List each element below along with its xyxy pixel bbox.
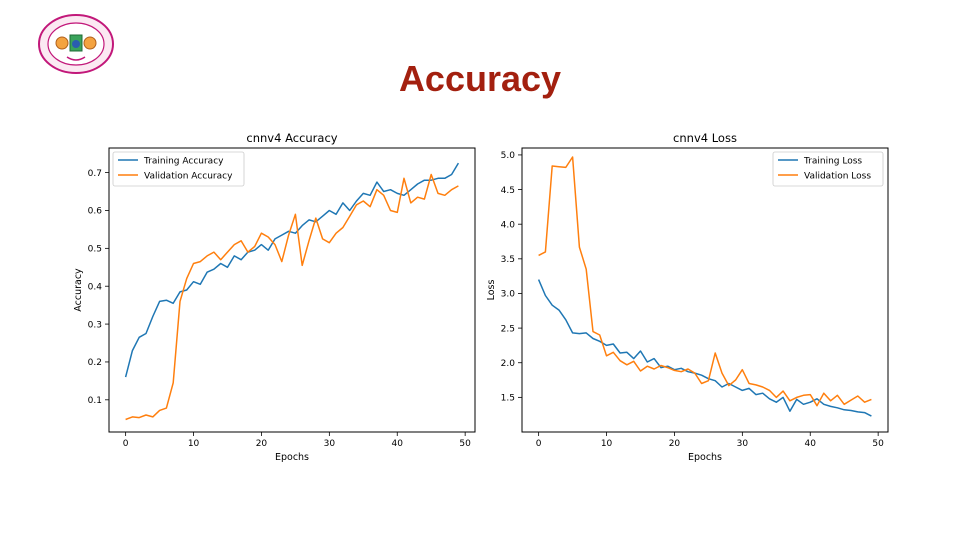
chart-title: cnnv4 Accuracy — [246, 131, 337, 145]
y-tick-label: 0.6 — [88, 207, 103, 217]
y-tick-label: 0.2 — [88, 358, 102, 368]
chart-legend: Training Accuracy Validation Accuracy — [112, 151, 245, 187]
y-tick-label: 0.5 — [88, 245, 102, 255]
x-tick-label: 30 — [324, 439, 336, 449]
series-line-validation-accuracy — [125, 173, 459, 421]
x-tick-label: 10 — [601, 439, 613, 449]
series-line-training-accuracy — [124, 162, 460, 378]
plot-frame — [521, 147, 889, 433]
x-tick-label: 0 — [123, 439, 129, 449]
y-tick-label: 2.0 — [501, 359, 516, 369]
x-tick-label: 10 — [188, 439, 200, 449]
series-line-training-loss — [537, 279, 872, 417]
x-tick-label: 0 — [536, 439, 542, 449]
y-tick-label: 2.5 — [501, 324, 515, 334]
y-axis-label: Accuracy — [73, 268, 84, 312]
legend-label-validation: Validation Accuracy — [144, 172, 233, 182]
y-axis-label: Loss — [486, 280, 497, 301]
chart-title: cnnv4 Loss — [673, 131, 737, 145]
x-tick-label: 50 — [872, 439, 884, 449]
y-tick-label: 1.5 — [501, 394, 515, 404]
y-tick-label: 5.0 — [501, 151, 516, 161]
legend-box — [772, 151, 884, 187]
x-tick-label: 20 — [669, 439, 681, 449]
y-tick-label: 0.3 — [88, 320, 102, 330]
slide-title: Accuracy — [398, 58, 562, 99]
y-tick-label: 4.0 — [501, 220, 516, 230]
legend-label-training: Training Loss — [803, 157, 862, 167]
x-axis-label: Epochs — [275, 452, 309, 463]
chart-legend: Training Loss Validation Loss — [772, 151, 884, 187]
x-tick-label: 20 — [256, 439, 268, 449]
x-tick-label: 40 — [805, 439, 817, 449]
legend-label-validation: Validation Loss — [804, 172, 871, 182]
plot-frame — [108, 147, 476, 433]
y-tick-label: 3.5 — [501, 255, 515, 265]
x-axis-label: Epochs — [688, 452, 722, 463]
y-tick-label: 4.5 — [501, 186, 515, 196]
legend-box — [112, 151, 245, 187]
x-tick-label: 50 — [459, 439, 471, 449]
x-tick-label: 30 — [737, 439, 749, 449]
y-tick-label: 0.7 — [88, 169, 102, 179]
y-tick-label: 0.1 — [88, 396, 102, 406]
university-seal-icon — [37, 13, 115, 75]
legend-label-training: Training Accuracy — [143, 157, 224, 167]
y-tick-label: 3.0 — [501, 290, 516, 300]
x-tick-label: 40 — [392, 439, 404, 449]
y-tick-label: 0.4 — [88, 282, 103, 292]
series-line-validation-loss — [538, 156, 872, 407]
